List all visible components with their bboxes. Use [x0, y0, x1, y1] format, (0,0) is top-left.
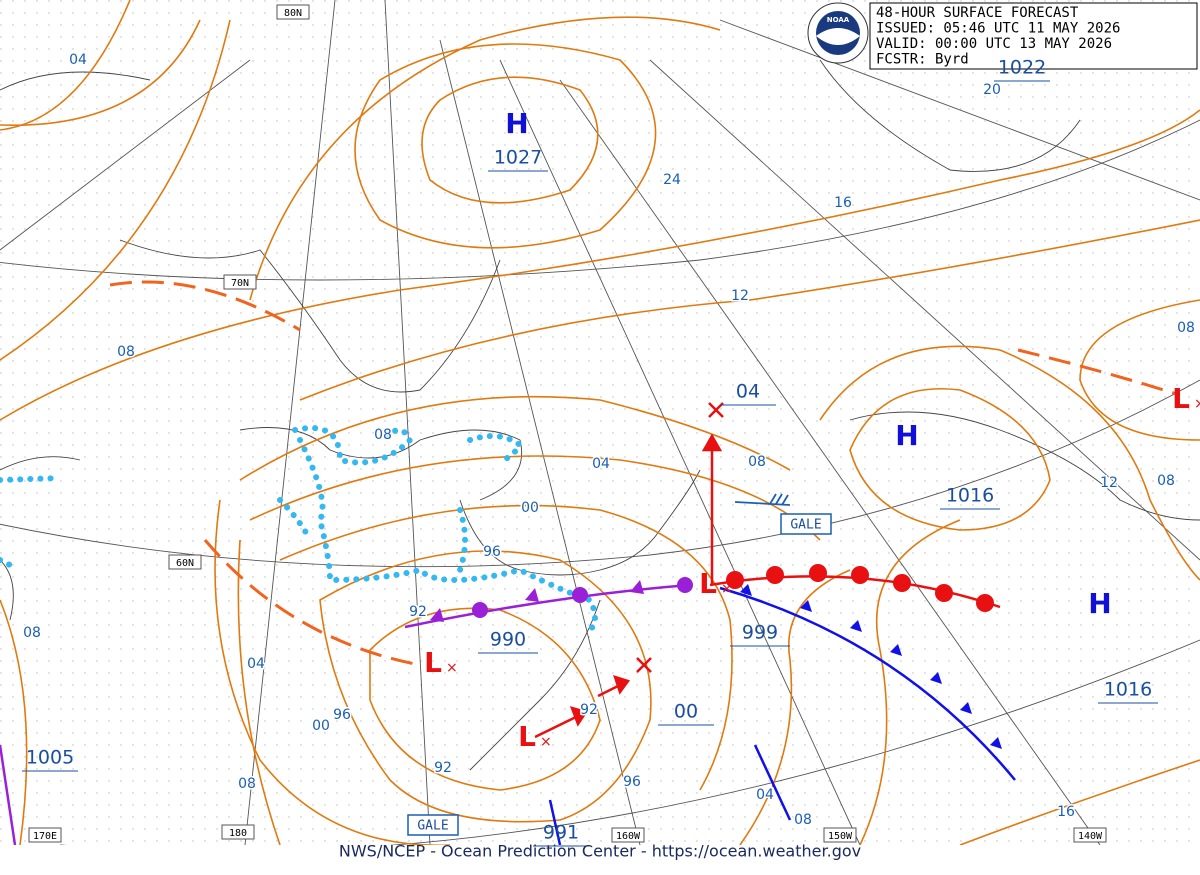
isobar-label: 92: [580, 702, 598, 718]
pressure-label: 04: [736, 381, 760, 403]
grid-label-box: [823, 827, 857, 843]
central-pressure: 999: [742, 622, 778, 644]
isobar-label: 08: [1157, 473, 1175, 489]
central-pressure: 990: [490, 629, 526, 651]
grid-label-box: [611, 827, 645, 843]
isobar-label: 04: [69, 52, 87, 68]
central-pressure: 1027: [494, 147, 542, 169]
grid-label: 170E: [33, 831, 57, 842]
isobar-label: 08: [748, 454, 766, 470]
low-symbol: L: [1172, 382, 1190, 415]
footer-bar: [0, 845, 1200, 875]
low-x: ×: [446, 660, 458, 676]
gale-label: GALE: [790, 518, 821, 533]
ice-edge: [0, 425, 598, 633]
pressure-label: 1005: [26, 747, 74, 769]
isobar-label: 08: [23, 625, 41, 641]
isobar-label: 92: [409, 604, 427, 620]
isobar-label: 20: [983, 82, 1001, 98]
pressure-label: 00: [674, 701, 698, 723]
grid-label: 160W: [616, 831, 641, 842]
grid-label: 140W: [1078, 831, 1103, 842]
isobar-label: 96: [483, 544, 501, 560]
pressure-label: 1022: [998, 57, 1046, 79]
pressure-label: 991: [543, 822, 579, 844]
isobar-label: 08: [1177, 320, 1195, 336]
central-pressure: 1016: [946, 485, 994, 507]
isobar-label: 96: [333, 707, 351, 723]
low-symbol: L: [699, 567, 717, 600]
isobar-label: 24: [663, 172, 681, 188]
gale-box: [780, 513, 832, 535]
grid-label: 80N: [284, 8, 302, 19]
isobars: [0, 0, 1200, 847]
grid-label-box: [221, 824, 255, 840]
header-line: ISSUED: 05:46 UTC 11 MAY 2026: [876, 21, 1120, 37]
grid-label-box: [168, 554, 202, 570]
isobar-label: 08: [238, 776, 256, 792]
fronts: [0, 564, 1016, 846]
gale-label: GALE: [417, 819, 448, 834]
low-x: ×: [1194, 396, 1200, 412]
low-symbol: L: [518, 720, 536, 753]
high-symbol: H: [505, 107, 528, 140]
isobar-label: 92: [434, 760, 452, 776]
grid-label-box: [223, 274, 257, 290]
isobar-label: 12: [731, 288, 749, 304]
grid-label: 60N: [176, 558, 194, 569]
isobar-label: 08: [117, 344, 135, 360]
isobar-label: 04: [247, 656, 265, 672]
grid-label: 150W: [828, 831, 853, 842]
isobar-label: 00: [521, 500, 539, 516]
troughs: [109, 280, 1181, 667]
grid-label-box: [1073, 827, 1107, 843]
header-line: FCSTR: Byrd: [876, 52, 969, 68]
logo-text: NOAA: [827, 16, 850, 24]
noaa-logo: [807, 2, 869, 64]
isobar-label: 16: [1057, 804, 1075, 820]
header-line: VALID: 00:00 UTC 13 MAY 2026: [876, 36, 1112, 52]
isobar-label: 04: [756, 787, 774, 803]
central-pressure: 1016: [1104, 679, 1152, 701]
isobar-label: 12: [1100, 475, 1118, 491]
wind-barb: [734, 493, 791, 506]
header-box: [869, 2, 1198, 70]
high-symbol: H: [1088, 587, 1111, 620]
storm-tracks: [534, 402, 724, 739]
grid-label-box: [28, 827, 62, 843]
background-grid: [0, 0, 1200, 845]
isobar-label: 04: [592, 456, 610, 472]
coastlines: [0, 59, 1200, 771]
isobar-label: 08: [374, 427, 392, 443]
isobar-label: 00: [312, 718, 330, 734]
grid-label-box: [276, 4, 310, 20]
isobar-label: 08: [794, 812, 812, 828]
gale-box: [407, 814, 459, 836]
grid-label: 180: [229, 828, 247, 839]
low-x: ×: [721, 581, 733, 597]
high-symbol: H: [895, 419, 918, 452]
isobar-label: 16: [834, 195, 852, 211]
isobar-label: 96: [623, 774, 641, 790]
low-symbol: L: [424, 646, 442, 679]
footer: NWS/NCEP - Ocean Prediction Center - htt…: [339, 842, 861, 861]
header-line: 48-HOUR SURFACE FORECAST: [876, 5, 1079, 21]
low-x: ×: [540, 734, 552, 750]
grid-label: 70N: [231, 278, 249, 289]
